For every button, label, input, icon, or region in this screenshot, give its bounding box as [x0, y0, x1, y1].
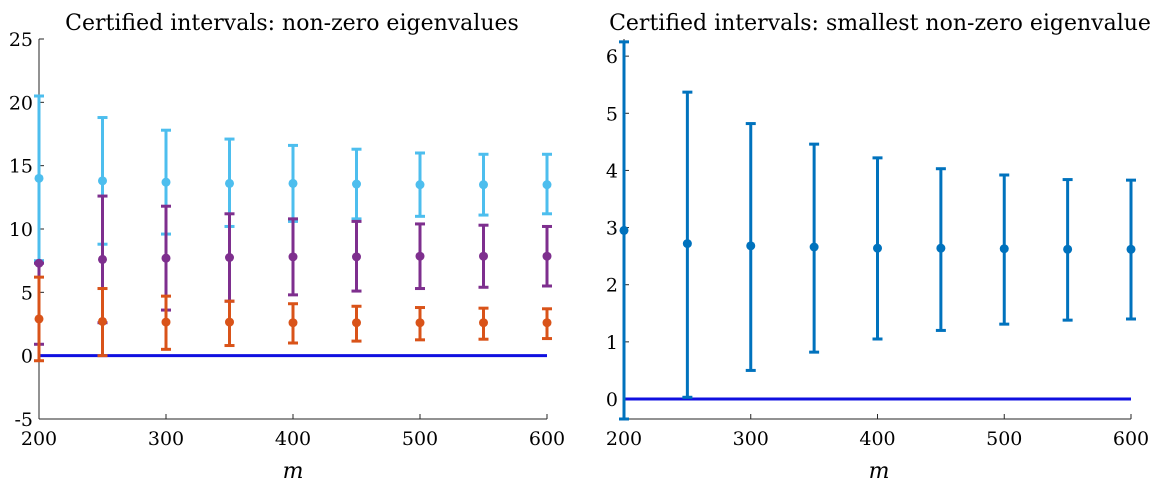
left-y-tick-label: 5: [21, 282, 33, 304]
data-point: [161, 177, 171, 187]
left-y-tick-label: 0: [21, 346, 33, 368]
right-y-tick-label: 5: [606, 103, 618, 125]
data-point: [352, 252, 361, 262]
right-chart-panel: Certified intervals: smallest non-zero e…: [606, 11, 1151, 483]
left-y-tick-label: 15: [9, 156, 33, 178]
data-point: [479, 180, 488, 190]
data-point: [936, 243, 946, 253]
data-point: [161, 253, 171, 263]
data-point: [161, 317, 171, 327]
left-chart-title: Certified intervals: non-zero eigenvalue…: [65, 11, 519, 36]
left-y-tick-label: 20: [9, 92, 33, 114]
left-x-tick-label: 600: [529, 428, 565, 450]
data-point: [479, 318, 488, 328]
left-y-tick-label: 25: [9, 29, 33, 51]
data-point: [809, 242, 819, 252]
right-x-tick-label: 400: [859, 428, 895, 450]
right-y-tick-label: 2: [606, 275, 618, 297]
right-y-tick-label: 0: [606, 389, 618, 411]
data-point: [999, 244, 1009, 254]
left-series-2: [34, 275, 552, 363]
data-point: [1126, 244, 1136, 254]
data-point: [352, 179, 361, 189]
left-y-tick-label: -5: [14, 409, 33, 431]
data-point: [542, 180, 552, 190]
right-series-0: [619, 40, 1136, 421]
data-point: [542, 318, 552, 328]
data-point: [288, 318, 298, 328]
left-x-axis-label: m: [283, 459, 304, 483]
data-point: [619, 225, 629, 235]
right-y-tick-label: 3: [606, 218, 618, 240]
data-point: [225, 178, 234, 188]
data-point: [288, 252, 298, 262]
data-point: [352, 318, 361, 328]
right-x-tick-label: 600: [1113, 428, 1149, 450]
data-point: [34, 314, 44, 324]
data-point: [479, 251, 488, 261]
left-x-tick-label: 500: [402, 428, 438, 450]
left-x-tick-label: 200: [21, 428, 57, 450]
left-y-tick-label: 10: [9, 219, 33, 241]
data-point: [288, 178, 298, 188]
data-point: [746, 241, 756, 251]
data-point: [98, 254, 107, 264]
data-point: [415, 251, 425, 261]
data-point: [98, 176, 107, 186]
left-x-tick-label: 400: [275, 428, 311, 450]
data-point: [1063, 244, 1073, 254]
right-chart-title: Certified intervals: smallest non-zero e…: [609, 11, 1151, 36]
data-point: [682, 239, 692, 249]
right-x-tick-label: 300: [733, 428, 769, 450]
left-x-tick-label: 300: [148, 428, 184, 450]
data-point: [34, 173, 44, 183]
data-point: [225, 253, 234, 262]
data-point: [225, 317, 234, 327]
right-x-tick-label: 500: [986, 428, 1022, 450]
right-y-tick-label: 1: [606, 332, 618, 354]
right-x-axis-label: m: [869, 459, 890, 483]
data-point: [415, 318, 425, 328]
data-point: [98, 316, 107, 326]
data-point: [873, 243, 882, 253]
data-point: [415, 180, 425, 190]
right-y-tick-label: 6: [606, 46, 618, 68]
left-chart-panel: Certified intervals: non-zero eigenvalue…: [9, 11, 565, 483]
data-point: [542, 251, 552, 261]
right-x-tick-label: 200: [606, 428, 642, 450]
data-point: [34, 258, 44, 268]
right-y-tick-label: 4: [606, 160, 618, 182]
